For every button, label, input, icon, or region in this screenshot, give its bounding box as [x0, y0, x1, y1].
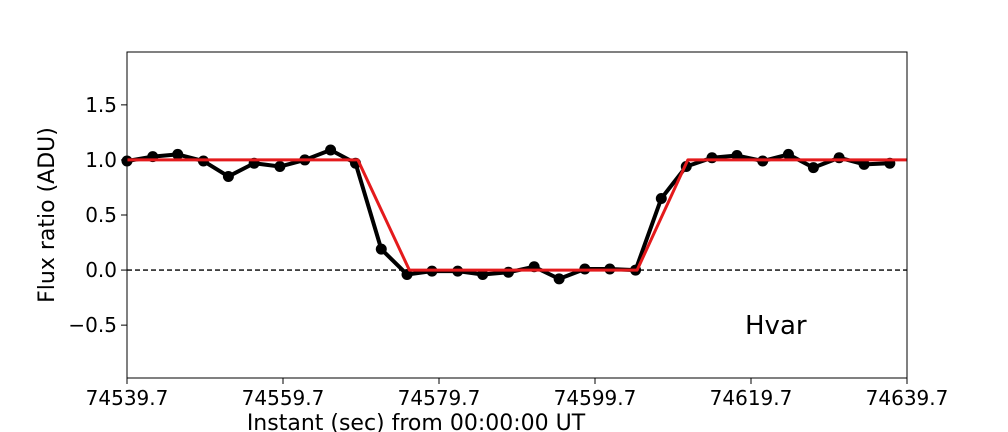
y-tick-label: 1.5	[85, 93, 117, 117]
y-tick-label: 0.0	[85, 258, 117, 282]
marker	[401, 268, 413, 280]
y-tick-label: 0.5	[85, 203, 117, 227]
x-tick-label: 74539.7	[86, 386, 169, 410]
x-tick-label: 74639.7	[866, 386, 949, 410]
marker	[833, 152, 845, 164]
marker	[325, 144, 337, 156]
line	[127, 158, 907, 272]
marker	[807, 162, 819, 174]
marker	[477, 268, 489, 280]
x-tick-label: 74599.7	[554, 386, 637, 410]
marker	[858, 158, 870, 170]
x-tick-label: 74559.7	[242, 386, 325, 410]
annotation: Hvar	[745, 311, 807, 341]
marker	[502, 266, 514, 278]
marker	[655, 192, 667, 204]
line	[126, 148, 890, 281]
marker	[375, 243, 387, 255]
x-tick-label: 74619.7	[710, 386, 793, 410]
marker	[731, 150, 743, 162]
x-axis-label: Instant (sec) from 00:00:00 UT	[247, 411, 586, 432]
marker	[222, 170, 234, 182]
marker	[706, 152, 718, 164]
marker	[782, 148, 794, 160]
marker	[274, 161, 286, 173]
marker	[553, 273, 565, 285]
x-tick-label: 74579.7	[398, 386, 481, 410]
y-axis-label: Flux ratio (ADU)	[35, 127, 60, 303]
plot-frame	[126, 51, 908, 379]
y-tick-label: 1.0	[85, 148, 117, 172]
marker	[172, 148, 184, 160]
y-tick-label: −0.5	[68, 313, 117, 337]
